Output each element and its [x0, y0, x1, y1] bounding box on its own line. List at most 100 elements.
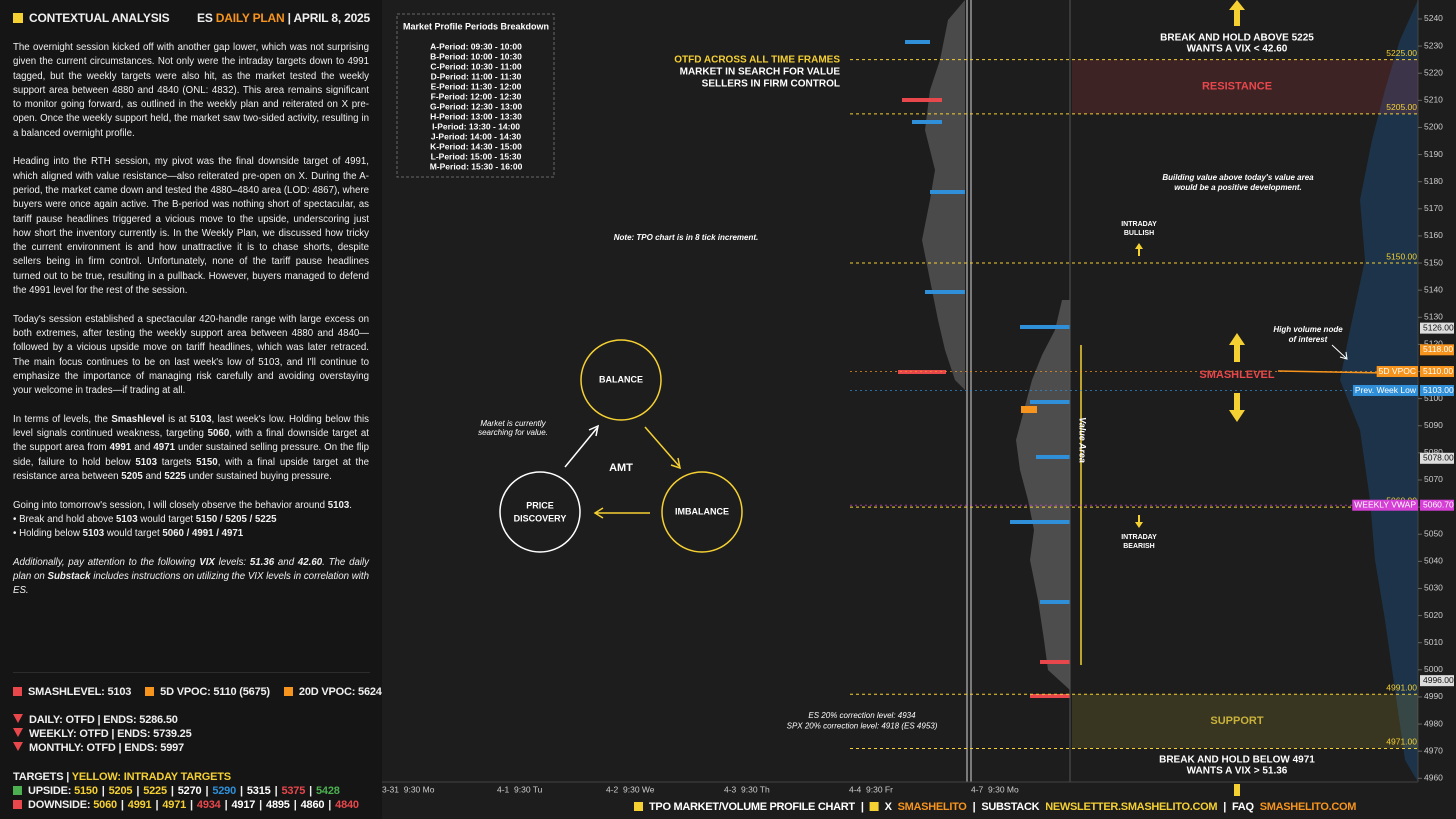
level-label: 5225.00	[1386, 48, 1417, 58]
zone	[1072, 694, 1418, 749]
vpoc-mark	[1021, 406, 1037, 413]
bold-text: 5150	[196, 456, 218, 468]
period-row: D-Period: 11:00 - 11:30	[431, 71, 522, 81]
target-value: 5150	[74, 785, 98, 797]
amt-note: Market is currently	[480, 419, 546, 428]
annotation: Value Area	[1078, 417, 1088, 463]
date: | APRIL 8, 2025	[287, 11, 371, 25]
target-swatch	[13, 786, 22, 795]
text: would target	[137, 513, 196, 525]
separator: |	[170, 785, 174, 797]
paragraph: Heading into the RTH session, my pivot w…	[13, 155, 369, 298]
x-tick-label: 3-31 9:30 Mo	[382, 784, 435, 794]
spacer	[13, 699, 343, 713]
imbalance-circle	[661, 471, 743, 553]
bold-text: 5060	[207, 428, 230, 440]
paragraph: In terms of levels, the Smashlevel is at…	[13, 413, 369, 484]
trend-text: WEEKLY: OTFD | ENDS: 5739.25	[29, 728, 192, 740]
trend-row: WEEKLY: OTFD | ENDS: 5739.25	[13, 727, 343, 741]
annotation: BREAK AND HOLD ABOVE 5225	[1160, 33, 1314, 44]
discovery-label: DISCOVERY	[514, 513, 567, 523]
targets-note: YELLOW: INTRADAY TARGETS	[71, 771, 231, 783]
y-tick-label: 5190	[1424, 149, 1443, 159]
context-line: OTFD ACROSS ALL TIME FRAMES	[674, 55, 840, 66]
footer-text: FAQ	[1232, 801, 1254, 813]
separator: |	[240, 785, 243, 797]
separator: |	[293, 799, 297, 811]
y-tick-label: 5180	[1424, 176, 1443, 186]
balance-circle	[580, 339, 662, 421]
annotation: BEARISH	[1123, 543, 1155, 550]
marker-box	[1420, 675, 1454, 687]
period-row: M-Period: 15:30 - 16:00	[430, 161, 523, 171]
plan-title: ES DAILY PLAN | APRIL 8, 2025	[197, 11, 370, 25]
period-row: C-Period: 10:30 - 11:00	[430, 61, 521, 71]
period-row: H-Period: 13:00 - 13:30	[430, 111, 522, 121]
period-row: A-Period: 09:30 - 10:00	[430, 41, 522, 51]
y-tick-label: 5050	[1424, 528, 1443, 538]
target-value: 4917	[231, 799, 256, 811]
footer-text: SMASHELITO	[898, 801, 968, 813]
y-tick-label: 5220	[1424, 67, 1443, 77]
text: In terms of levels, the	[13, 413, 112, 425]
x-tick-label: 4-7 9:30 Mo	[971, 784, 1019, 794]
y-tick-label: 5100	[1424, 393, 1443, 403]
bold-text: 5150 / 5205 / 5225	[195, 513, 277, 525]
text: targets	[156, 456, 197, 468]
y-tick-label: 4990	[1424, 691, 1443, 701]
marker-box	[1420, 322, 1454, 334]
legend-swatch	[13, 687, 22, 696]
target-value: 4895	[266, 799, 290, 811]
target-value: 5315	[246, 785, 271, 797]
y-tick-label: 5000	[1424, 664, 1443, 674]
marker-tag-box	[1352, 499, 1418, 511]
footer-text: |	[973, 801, 976, 813]
ticker: ES	[197, 11, 213, 25]
separator: |	[274, 785, 278, 797]
x-tick-label: 4-4 9:30 Fr	[849, 784, 893, 794]
target-value: 5060	[93, 799, 117, 811]
annotation: High volume node	[1273, 325, 1343, 334]
downside-row: DOWNSIDE: 5060 | 4991 | 4971 | 4934 | 4917 | 4895 |…	[13, 798, 359, 812]
marker-label: 5118.00	[1423, 344, 1453, 354]
y-tick-label: 5140	[1424, 284, 1443, 294]
marker-box	[1420, 452, 1454, 464]
correction-note: SPX 20% correction level: 4918 (ES 4953)	[787, 722, 938, 731]
bold-text: 5225	[164, 470, 186, 482]
paragraphs: The overnight session kicked off with an…	[13, 41, 369, 613]
bold-text: Substack	[47, 570, 91, 582]
spacer	[13, 755, 343, 770]
bold-text: Smashlevel	[111, 413, 165, 425]
bullet: • Break and hold above 5103 would target…	[13, 513, 369, 527]
text: • Break and hold above	[13, 513, 117, 525]
bold-text: 5103	[82, 528, 105, 540]
targets-title: TARGETS |	[13, 771, 70, 783]
text: and	[142, 470, 165, 482]
annotation: BULLISH	[1124, 230, 1154, 237]
targets-row: TARGETS | YELLOW: INTRADAY TARGETS	[13, 770, 343, 784]
footer-text: NEWSLETTER.SMASHELITO.COM	[1045, 801, 1217, 813]
y-tick-label: 5130	[1424, 312, 1443, 322]
amt-label: AMT	[609, 462, 633, 474]
separator: |	[190, 799, 193, 811]
text: is at	[164, 413, 190, 425]
text: Heading into the RTH session, my pivot w…	[13, 156, 369, 297]
periods-title: Market Profile Periods Breakdown	[403, 21, 549, 31]
marker-tag-box	[1376, 366, 1418, 378]
divider	[13, 672, 370, 673]
text: would target	[104, 528, 163, 540]
separator: |	[224, 799, 228, 811]
target-value: 4971	[162, 799, 187, 811]
separator: |	[205, 785, 209, 797]
text: levels:	[214, 556, 250, 568]
marker-label: 5110.00	[1423, 366, 1453, 376]
trend-row: DAILY: OTFD | ENDS: 5286.50	[13, 713, 343, 727]
upside-row: UPSIDE: 5150 | 5205 | 5225 | 5270 | 5290 | 5315 | 53…	[13, 784, 343, 798]
y-tick-label: 5240	[1424, 13, 1443, 23]
trend-text: DAILY: OTFD | ENDS: 5286.50	[29, 714, 178, 726]
annotation: INTRADAY	[1121, 534, 1157, 541]
paragraph: The overnight session kicked off with an…	[13, 41, 369, 141]
bullet: • Holding below 5103 would target 5060 /…	[13, 527, 369, 541]
y-tick-label: 5170	[1424, 203, 1443, 213]
title: CONTEXTUAL ANALYSIS	[29, 11, 170, 25]
